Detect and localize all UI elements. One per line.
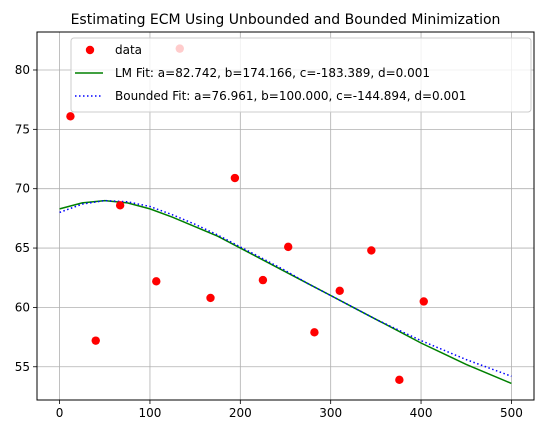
data-point — [367, 246, 376, 255]
axis-ticks: 0 100 200 300 400 500 55 60 65 70 75 80 — [15, 63, 523, 420]
y-tick-label: 60 — [15, 300, 30, 314]
data-point — [206, 293, 215, 303]
x-tick-label: 0 — [56, 406, 64, 420]
series-line-1 — [59, 199, 512, 385]
data-point — [419, 297, 428, 306]
series-line-2 — [59, 199, 512, 378]
x-tick-label: 500 — [500, 406, 523, 420]
data-point — [152, 277, 161, 286]
x-tick-label: 100 — [139, 406, 162, 420]
y-tick-label: 80 — [15, 63, 30, 77]
legend: data LM Fit: a=82.742, b=174.166, c=-183.… — [70, 37, 532, 113]
x-tick-label: 400 — [410, 406, 433, 420]
y-tick-label: 70 — [15, 182, 30, 196]
x-tick-label: 200 — [229, 406, 252, 420]
data-point — [91, 336, 100, 345]
legend-label: Bounded Fit: a=76.961, b=100.000, c=-144… — [115, 89, 466, 103]
data-point — [66, 112, 75, 121]
y-tick-label: 65 — [15, 241, 30, 255]
data-point — [230, 173, 240, 183]
data-point — [335, 286, 344, 295]
y-tick-label: 55 — [15, 360, 30, 374]
legend-label: LM Fit: a=82.742, b=174.166, c=-183.389,… — [115, 66, 430, 80]
y-tick-label: 75 — [15, 122, 30, 136]
data-point — [395, 375, 404, 385]
x-tick-label: 300 — [319, 406, 342, 420]
legend-box — [70, 37, 532, 113]
data-point — [284, 242, 293, 252]
data-point — [310, 328, 319, 337]
legend-label: data — [115, 43, 142, 57]
plot-area-frame — [36, 31, 535, 401]
legend-marker-data — [85, 45, 95, 55]
data-point — [258, 275, 268, 285]
chart-title: Estimating ECM Using Unbounded and Bound… — [71, 12, 501, 28]
data-point — [115, 201, 125, 210]
